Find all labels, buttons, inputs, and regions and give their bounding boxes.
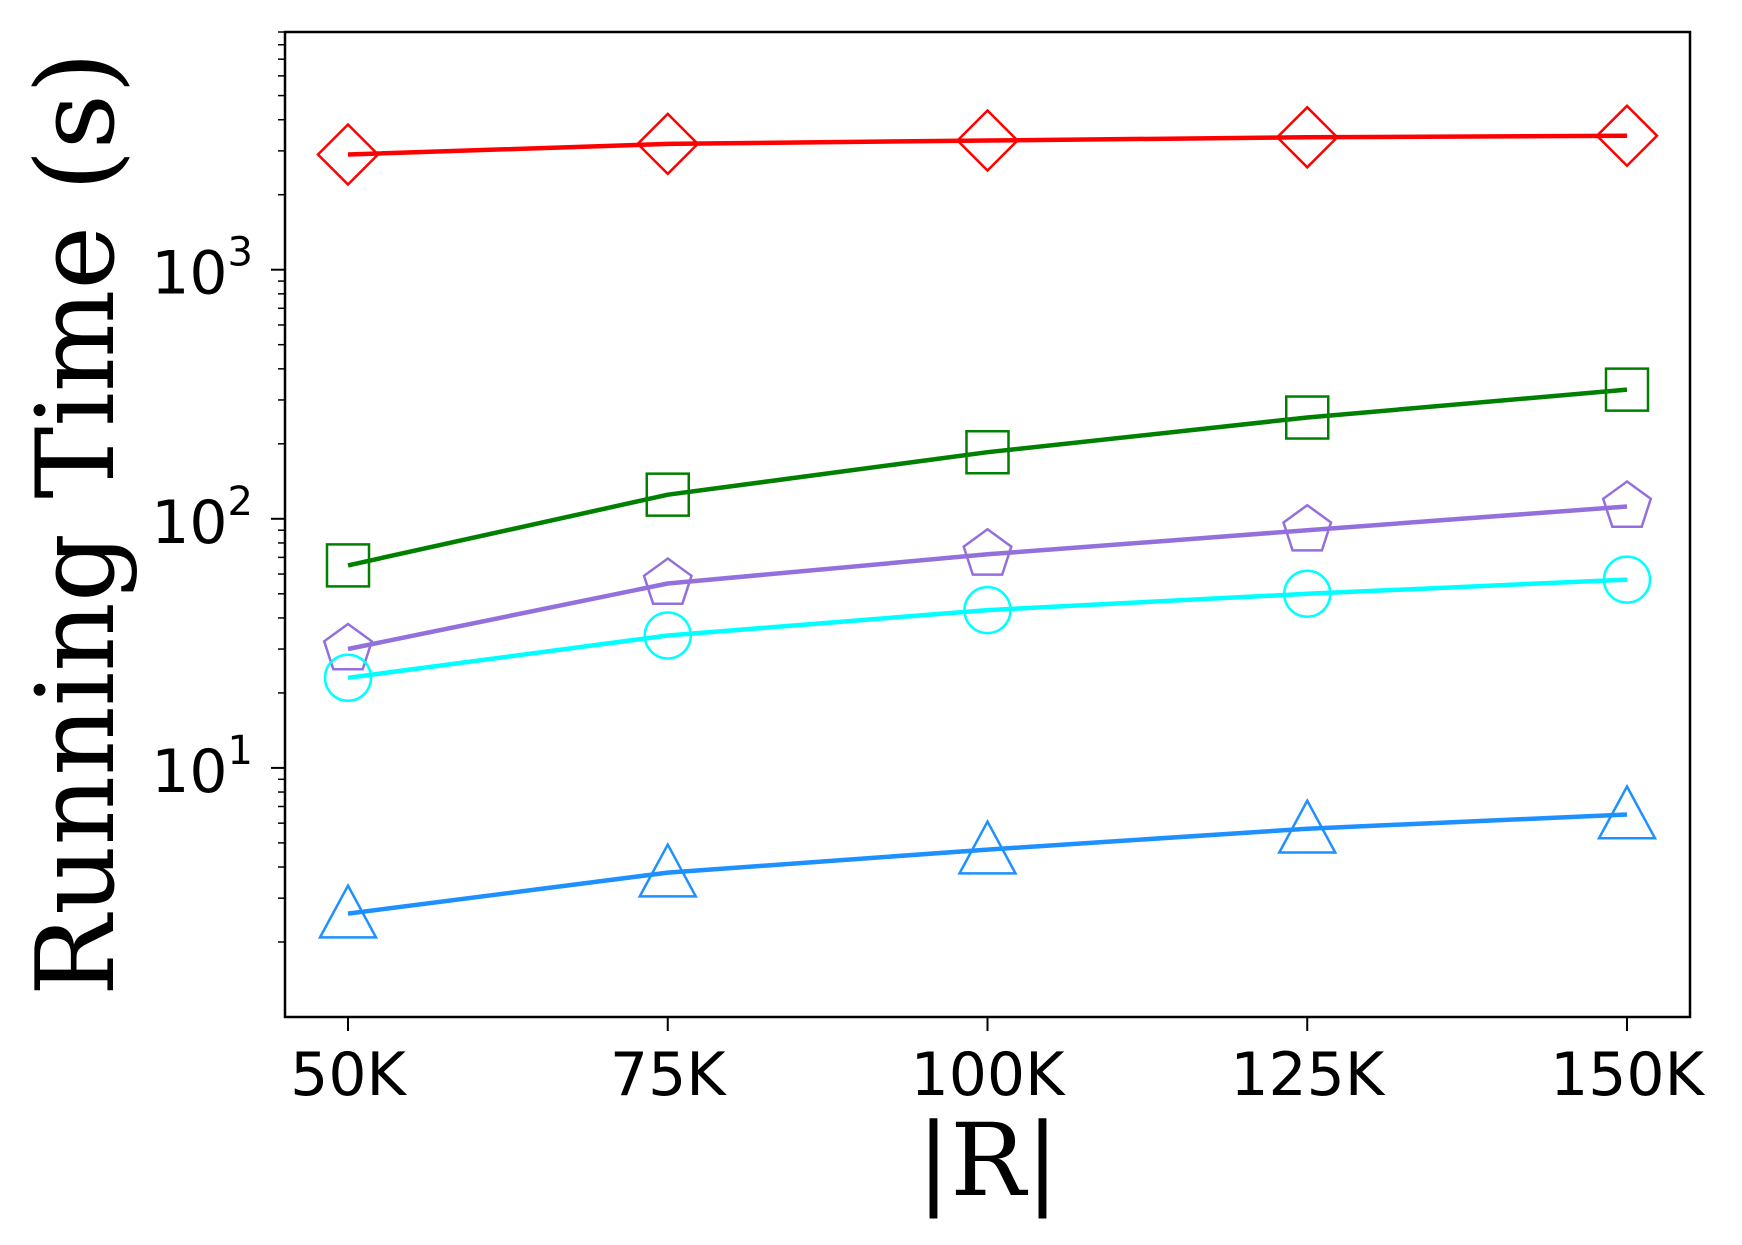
y-tick-label: 102 xyxy=(151,479,253,558)
series-line xyxy=(347,387,1628,568)
data-point xyxy=(1604,367,1650,412)
x-tick-label: 100K xyxy=(911,1040,1067,1110)
data-point xyxy=(955,108,1020,173)
x-tick-label: 50K xyxy=(290,1040,407,1110)
data-point xyxy=(1283,569,1332,619)
data-point xyxy=(1277,798,1338,854)
series-2 xyxy=(325,367,1650,588)
data-point xyxy=(963,585,1012,635)
series-layer xyxy=(316,103,1659,939)
data-point xyxy=(1602,555,1652,604)
data-point xyxy=(962,527,1013,576)
plot-frame xyxy=(283,30,1692,1019)
data-point xyxy=(642,556,693,605)
data-point xyxy=(1596,783,1658,840)
data-point xyxy=(317,883,379,939)
data-point xyxy=(643,611,692,660)
y-axis-title: Running Time (s) xyxy=(14,52,139,996)
y-tick-label: 101 xyxy=(151,728,253,807)
series-1 xyxy=(316,103,1659,187)
y-major-ticks: 101 102 103 xyxy=(151,230,285,807)
data-point xyxy=(635,112,700,176)
data-point xyxy=(645,472,690,517)
data-point xyxy=(1285,395,1330,440)
x-ticks: 50K 75K 100K 125K 150K xyxy=(290,1017,1706,1110)
series-4 xyxy=(323,555,1652,703)
series-line xyxy=(347,812,1628,916)
data-point xyxy=(316,122,380,187)
x-tick-label: 75K xyxy=(610,1040,727,1110)
series-line xyxy=(347,133,1628,157)
data-point xyxy=(323,653,373,703)
data-point xyxy=(1275,105,1340,170)
data-point xyxy=(325,543,371,588)
data-point xyxy=(1595,103,1659,168)
data-point xyxy=(1601,479,1653,529)
series-5 xyxy=(317,783,1658,939)
series-3 xyxy=(322,479,1653,671)
x-axis-title: |R| xyxy=(917,1102,1060,1219)
series-line xyxy=(347,577,1628,681)
data-point xyxy=(1282,503,1333,552)
y-tick-label: 103 xyxy=(151,230,253,309)
y-minor-ticks xyxy=(278,31,285,943)
data-point xyxy=(637,841,698,898)
data-point xyxy=(322,622,374,671)
x-tick-label: 150K xyxy=(1550,1040,1706,1110)
data-point xyxy=(965,429,1010,475)
data-point xyxy=(957,818,1018,875)
series-line xyxy=(347,504,1628,652)
x-tick-label: 125K xyxy=(1230,1040,1386,1110)
